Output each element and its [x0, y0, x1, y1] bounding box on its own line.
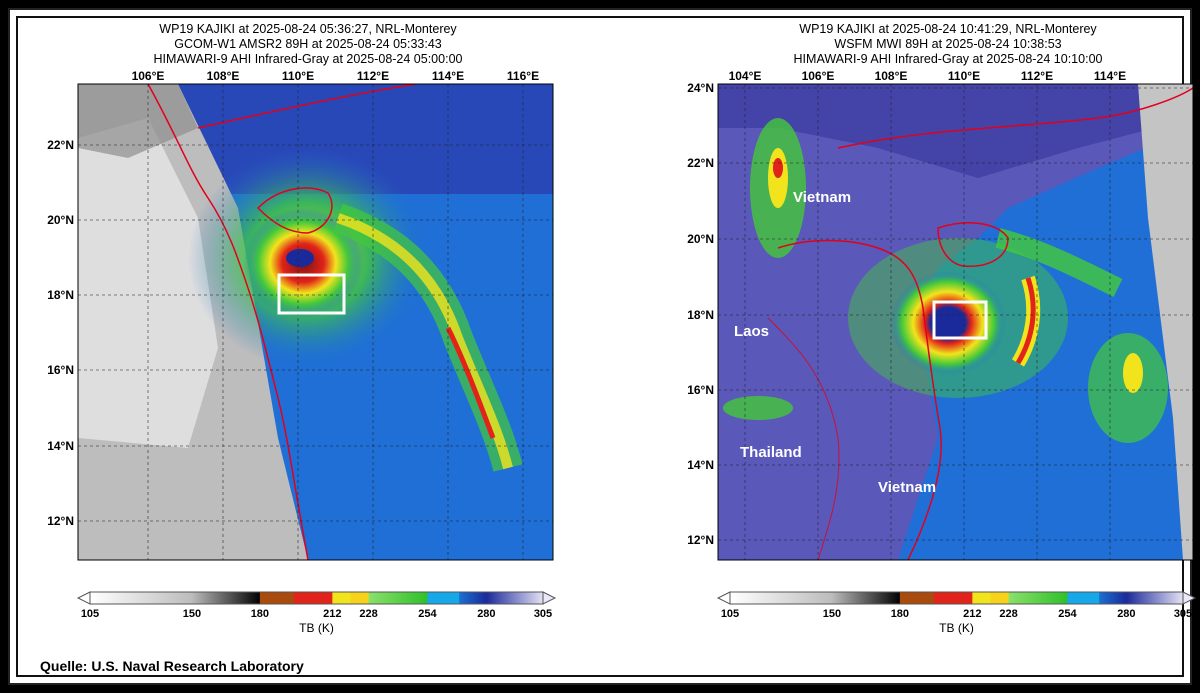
colorbar-max-arrow	[1182, 591, 1197, 605]
panel-right-lon-label: 106°E	[802, 69, 835, 83]
panel-right-title-2: WSFM MWI 89H at 2025-08-24 10:38:53	[834, 37, 1062, 51]
colorbar-tick-label: 254	[418, 608, 437, 620]
panel-right-lat-label: 14°N	[687, 458, 714, 472]
panel-right-title-3: HIMAWARI-9 AHI Infrared-Gray at 2025-08-…	[793, 52, 1103, 66]
colorbar-segment	[486, 592, 544, 604]
panel-left-lon-label: 106°E	[132, 69, 165, 83]
panel-right-lat-label: 18°N	[687, 308, 714, 322]
panel-right-lat-label: 24°N	[687, 81, 714, 95]
panel-left-lon-label: 114°E	[432, 69, 464, 83]
place-label-thailand: Thailand	[740, 444, 802, 461]
colorbar-tick-label: 228	[359, 608, 377, 620]
panel-left-colorbar: 105 150 180 212 228 254 280 305 TB (K)	[76, 591, 557, 635]
colorbar-segment	[332, 592, 351, 604]
panel-right-map-border	[717, 83, 1194, 561]
panel-left: WP19 KAJIKI at 2025-08-24 05:36:27, NRL-…	[38, 18, 578, 638]
panel-left-lat-label: 12°N	[47, 514, 74, 528]
colorbar-segment	[831, 592, 901, 604]
colorbar-tick-label: 150	[823, 608, 841, 620]
colorbar-segment	[990, 592, 1010, 604]
panel-right-land	[718, 84, 1193, 560]
panel-left-map: 106°E 108°E 110°E 112°E 114°E 116°E 22°N…	[47, 69, 554, 561]
colorbar-segment	[427, 592, 460, 604]
colorbar-tick-label: 280	[1117, 608, 1135, 620]
figure-frame: WP19 KAJIKI at 2025-08-24 05:36:27, NRL-…	[8, 8, 1197, 685]
colorbar-tick-label: 105	[721, 608, 739, 620]
colorbar-min-arrow	[716, 591, 731, 605]
panel-left-coastline	[147, 84, 309, 560]
colorbar-segment	[730, 592, 833, 604]
panel-right-lat-label: 16°N	[687, 383, 714, 397]
panel-left-lon-label: 108°E	[207, 69, 240, 83]
colorbar-segment	[368, 592, 428, 604]
colorbar-unit-label: TB (K)	[299, 621, 334, 635]
place-label-vietnam-north: Vietnam	[793, 189, 851, 206]
panel-left-focus-box	[277, 273, 346, 315]
panel-left-lon-label: 116°E	[507, 69, 539, 83]
colorbar-tick-label: 150	[183, 608, 201, 620]
panel-right-titles: WP19 KAJIKI at 2025-08-24 10:41:29, NRL-…	[678, 22, 1200, 67]
panel-left-lat-label: 14°N	[47, 439, 74, 453]
place-label-laos: Laos	[734, 323, 769, 340]
place-label-vietnam-south: Vietnam	[878, 479, 936, 496]
panel-left-lat-label: 20°N	[47, 213, 74, 227]
panel-right-title-1: WP19 KAJIKI at 2025-08-24 10:41:29, NRL-…	[799, 22, 1097, 36]
colorbar-segment	[1099, 592, 1127, 604]
panel-left-map-border	[77, 83, 554, 561]
panel-left-lon-label: 110°E	[282, 69, 314, 83]
panel-left-titles: WP19 KAJIKI at 2025-08-24 05:36:27, NRL-…	[38, 22, 578, 67]
colorbar-segment	[1067, 592, 1100, 604]
panel-right-grid	[718, 84, 1193, 560]
panel-right-lon-label: 112°E	[1021, 69, 1053, 83]
figure-inner: WP19 KAJIKI at 2025-08-24 05:36:27, NRL-…	[16, 16, 1197, 677]
colorbar-min-arrow	[76, 591, 91, 605]
panel-right-lon-label: 108°E	[875, 69, 908, 83]
panel-right: WP19 KAJIKI at 2025-08-24 10:41:29, NRL-…	[678, 18, 1200, 638]
colorbar-tick-label: 228	[999, 608, 1017, 620]
panel-right-ir-region	[1138, 84, 1193, 560]
panel-right-coastline	[777, 239, 942, 560]
colorbar-tick-label: 305	[534, 608, 552, 620]
source-label: Quelle: U.S. Naval Research Laboratory	[40, 658, 304, 674]
panel-right-storm-core	[890, 271, 1006, 375]
colorbar-segment	[191, 592, 261, 604]
panel-right-focus-box	[932, 300, 988, 340]
panel-right-lon-label: 104°E	[729, 69, 762, 83]
colorbar-tick-label: 105	[81, 608, 99, 620]
colorbar-segment	[350, 592, 370, 604]
panel-right-lat-label: 20°N	[687, 232, 714, 246]
panel-right-map: Vietnam Laos Thailand Vietnam 104°E 106°…	[687, 69, 1194, 561]
colorbar-segment	[259, 592, 295, 604]
colorbar-segment	[1126, 592, 1184, 604]
panel-left-lat-label: 16°N	[47, 363, 74, 377]
panel-right-lon-label: 110°E	[948, 69, 980, 83]
panel-right-lat-label: 22°N	[687, 156, 714, 170]
colorbar-segment	[899, 592, 935, 604]
colorbar-segment	[90, 592, 193, 604]
panel-left-title-2: GCOM-W1 AMSR2 89H at 2025-08-24 05:33:43	[174, 37, 442, 51]
colorbar-segment	[972, 592, 991, 604]
panel-right-colorbar: 105 150 180 212 228 254 280 305 TB (K)	[716, 591, 1197, 635]
panel-left-title-3: HIMAWARI-9 AHI Infrared-Gray at 2025-08-…	[153, 52, 463, 66]
colorbar-tick-label: 180	[251, 608, 269, 620]
colorbar-tick-label: 280	[477, 608, 495, 620]
colorbar-tick-label: 305	[1174, 608, 1192, 620]
colorbar-tick-label: 212	[963, 608, 981, 620]
panel-left-title-1: WP19 KAJIKI at 2025-08-24 05:36:27, NRL-…	[159, 22, 457, 36]
colorbar-segment	[293, 592, 333, 604]
colorbar-tick-label: 180	[891, 608, 909, 620]
panel-left-lat-label: 18°N	[47, 288, 74, 302]
panel-left-lon-label: 112°E	[357, 69, 389, 83]
panel-left-lat-label: 22°N	[47, 138, 74, 152]
colorbar-tick-label: 254	[1058, 608, 1077, 620]
colorbar-unit-label: TB (K)	[939, 621, 974, 635]
colorbar-segment	[459, 592, 487, 604]
colorbar-segment	[1008, 592, 1068, 604]
panel-left-grid	[78, 84, 553, 560]
colorbar-segment	[933, 592, 973, 604]
colorbar-max-arrow	[542, 591, 557, 605]
panel-right-lon-label: 114°E	[1094, 69, 1126, 83]
panel-right-lat-label: 12°N	[687, 533, 714, 547]
colorbar-tick-label: 212	[323, 608, 341, 620]
